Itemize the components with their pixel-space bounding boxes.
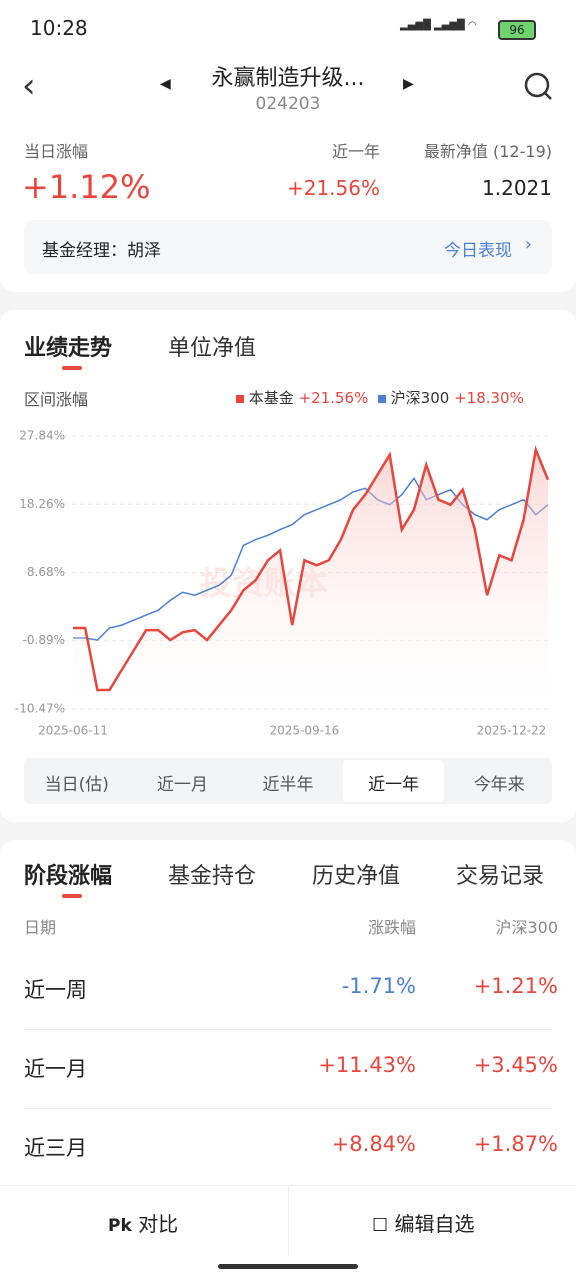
fund-title: 永赢制造升级... [211,66,365,91]
series-line [73,445,550,692]
legend: 本基金 +21.56% 沪深300 +18.30% [236,387,524,408]
table-cell: 近一周 [24,978,87,1002]
legend-value: +21.56% [298,389,369,407]
x-tick-label: 2025-06-11 [38,724,108,738]
range-tab[interactable]: 当日(估) [44,775,109,795]
battery: 96 [498,20,536,40]
section-tab[interactable]: 历史净值 [312,864,401,889]
table-cell: +8.84% [331,1132,416,1156]
fund-code: 024203 [255,94,321,114]
chevron: › [524,234,532,255]
chart: -10.47% -0.89% 8.68% 18.26% 27.84% 2025-06-11… [15,429,552,738]
table-cell: 近三月 [24,1136,87,1160]
y-tick-label: -0.89% [23,633,65,647]
table-header: 日期 [24,918,57,937]
manager-box [24,220,552,274]
compare-button[interactable]: Pk 对比 [108,1212,179,1236]
search-icon[interactable] [522,70,554,102]
section-tab[interactable]: 阶段涨幅 [24,864,113,889]
chart-tab[interactable]: 业绩走势 [24,336,113,361]
range-tab[interactable]: 近半年 [262,775,314,795]
manager: 基金经理：胡泽 [42,241,161,261]
table-header: 涨跌幅 [367,918,416,937]
prev-arrow[interactable]: ◀ [160,76,171,92]
y-tick-label: 18.26% [19,497,65,511]
signal-icons: ▂▄▆█ ▂▄▆█ ◠ [400,20,477,31]
divider [288,1186,289,1256]
table-cell: +1.87% [473,1132,558,1156]
table-cell: +3.45% [473,1053,558,1077]
table-header: 沪深300 [495,918,558,937]
range-active-bg [342,760,445,802]
tab-indicator [62,894,82,898]
next-arrow[interactable]: ▶ [403,76,414,92]
today-link[interactable]: 今日表现 [444,241,512,261]
compare-label: 对比 [138,1212,179,1236]
edit-button[interactable]: ☐ 编辑自选 [372,1212,475,1236]
table-cell: +1.21% [473,974,558,998]
table-cell: -1.71% [341,974,416,998]
x-tick-label: 2025-09-16 [270,724,340,738]
x-tick-label: 2025-12-22 [477,724,547,738]
y-tick-label: 8.68% [27,565,65,579]
label: 当日涨幅 [24,142,89,161]
row-divider [24,1029,552,1030]
section-tab[interactable]: 基金持仓 [168,864,257,889]
table-cell: +11.43% [318,1053,416,1077]
range-tab[interactable]: 今年来 [473,775,525,795]
label: 近一年 [331,142,380,161]
range-tab[interactable]: 近一年 [368,775,420,795]
y-tick-label: 27.84% [19,429,65,443]
legend-name: 本基金 [248,389,294,407]
nav: 1.2021 [482,176,552,200]
year-change: +21.56% [286,176,380,200]
label: 最新净值 (12-19) [423,142,552,161]
range-tab[interactable]: 近一月 [156,775,208,795]
area-fill [73,449,548,709]
tab-indicator [62,366,82,370]
chart-tab[interactable]: 单位净值 [168,336,257,361]
legend-value: +18.30% [454,389,524,407]
home-indicator [218,1264,358,1269]
table-cell: 近一月 [24,1057,87,1081]
legend-name: 沪深300 [390,389,450,407]
daily-change: +1.12% [22,168,151,206]
row-divider [24,1108,552,1109]
section-tab[interactable]: 交易记录 [456,864,545,889]
edit-label: 编辑自选 [394,1212,475,1236]
y-label: 区间涨幅 [24,390,89,409]
back-button[interactable]: ‹ [22,66,36,106]
y-tick-label: -10.47% [15,702,65,716]
time: 10:28 [30,16,88,40]
range-bar [24,758,552,804]
